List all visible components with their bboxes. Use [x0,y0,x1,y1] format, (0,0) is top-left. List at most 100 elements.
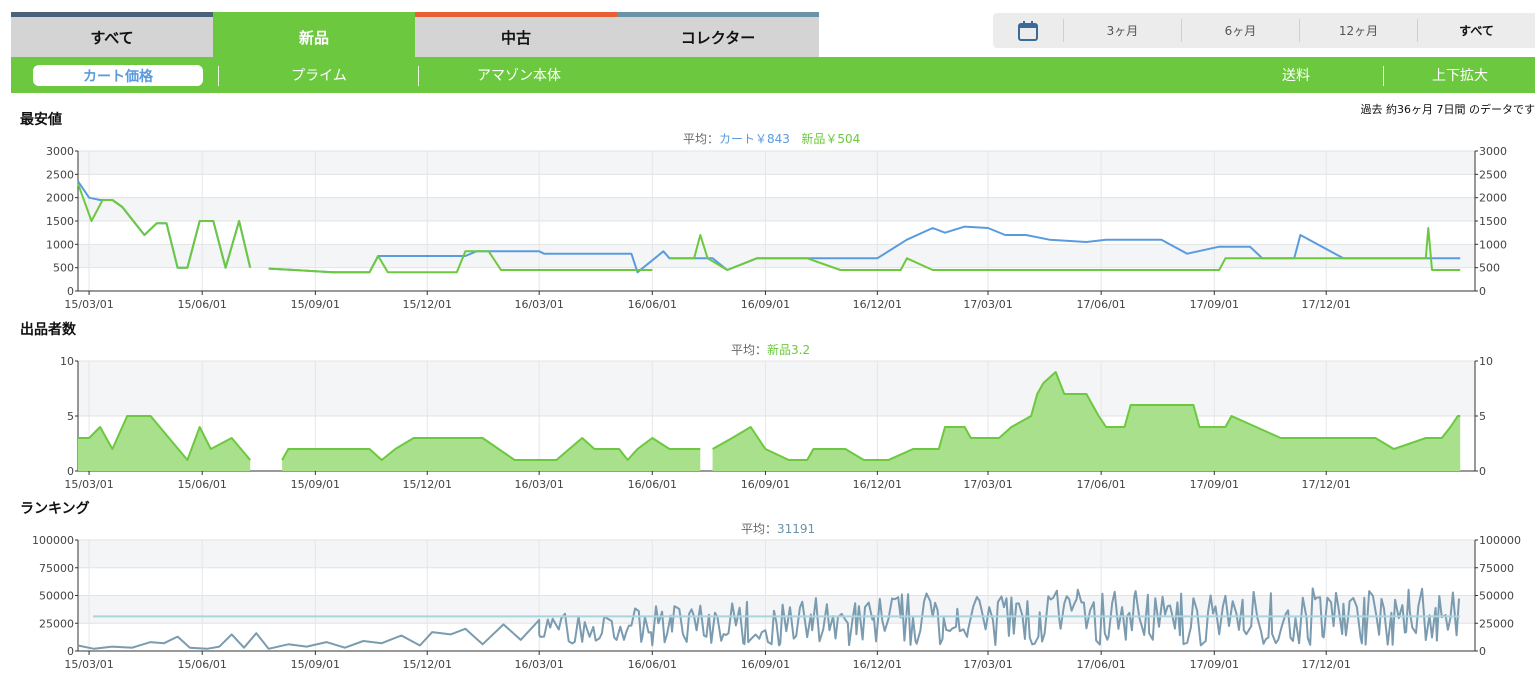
y-tick-label-left: 2500 [46,168,74,181]
y-tick-label-left: 0 [67,285,74,298]
range-6-months[interactable]: 6ヶ月 [1181,19,1299,42]
tab-collector-bar [617,12,819,17]
y-tick-label-left: 3000 [46,145,74,158]
series-line-カート [77,180,252,269]
series-line-新品 [669,227,1461,271]
zoom-toggle[interactable]: 上下拡大 [1432,68,1488,84]
avg-prefix: 平均： [683,132,720,146]
price-chart: 0 0 500 500 1000 1000 1500 1500 2000 2000 2500 2500… [46,145,1507,311]
x-tick-label: 15/09/01 [291,658,340,671]
x-tick-label: 17/09/01 [1190,298,1239,311]
x-tick-label: 17/12/01 [1301,298,1350,311]
tab-used-bar [415,12,617,17]
y-tick-label-left: 50000 [39,590,74,603]
y-tick-label-left: 0 [67,465,74,478]
x-tick-label: 17/06/01 [1076,298,1125,311]
ranking-chart: 0 0 25000 25000 50000 50000 75000 75000 100000 10… [32,534,1521,671]
cart-price-toggle[interactable]: カート価格 [33,65,203,86]
range-3-months[interactable]: 3ヶ月 [1063,19,1181,42]
shipping-toggle[interactable]: 送料 [1282,68,1310,84]
x-tick-label: 16/09/01 [741,298,790,311]
grid-band [78,244,1475,268]
grid-band [78,197,1475,221]
y-tick-label-right: 1500 [1479,215,1507,228]
y-tick-label-left: 100000 [32,534,74,547]
x-tick-label: 15/03/01 [64,478,113,491]
x-tick-label: 16/12/01 [853,298,902,311]
y-tick-label-left: 75000 [39,562,74,575]
series-line-ランキング [77,587,1460,650]
y-tick-label-right: 75000 [1479,562,1514,575]
ranking-average: 平均：31191 [741,520,815,537]
y-tick-label-left: 500 [53,262,74,275]
x-tick-label: 15/09/01 [291,298,340,311]
x-tick-label: 16/06/01 [628,658,677,671]
avg-cart: カート￥843 [719,132,790,146]
x-tick-label: 15/12/01 [403,298,452,311]
calendar-icon[interactable] [993,13,1063,48]
condition-tabs: すべて 新品 中古 コレクター [11,12,819,57]
sellers-average: 平均：新品3.2 [731,341,810,358]
x-tick-label: 16/12/01 [853,658,902,671]
series-area-新品 [78,416,251,471]
y-tick-label-right: 3000 [1479,145,1507,158]
series-line-新品 [77,183,252,269]
grid-band [78,540,1475,568]
x-tick-label: 15/12/01 [403,658,452,671]
y-tick-label-left: 10 [60,355,74,368]
range-all[interactable]: すべて [1417,19,1535,42]
tab-new[interactable]: 新品 [213,12,415,57]
prime-toggle[interactable]: プライム [291,68,347,84]
x-tick-label: 15/12/01 [403,478,452,491]
series-line-新品 [268,250,653,274]
y-tick-label-right: 0 [1479,465,1486,478]
x-tick-label: 15/03/01 [64,298,113,311]
x-tick-label: 17/12/01 [1301,478,1350,491]
avg-new: 新品￥504 [801,132,861,146]
y-tick-label-left: 25000 [39,617,74,630]
x-tick-label: 17/06/01 [1076,658,1125,671]
tab-all[interactable]: すべて [11,12,213,57]
x-tick-label: 16/03/01 [514,658,563,671]
x-tick-label: 17/09/01 [1190,658,1239,671]
divider [1383,66,1384,86]
y-tick-label-left: 1500 [46,215,74,228]
y-tick-label-right: 0 [1479,645,1486,658]
x-tick-label: 15/09/01 [291,478,340,491]
x-tick-label: 15/03/01 [64,658,113,671]
x-tick-label: 16/09/01 [741,478,790,491]
x-tick-label: 16/09/01 [741,658,790,671]
y-tick-label-right: 0 [1479,285,1486,298]
x-tick-label: 16/03/01 [514,478,563,491]
y-tick-label-right: 50000 [1479,590,1514,603]
series-toggle-bar: カート価格 プライム アマゾン本体 送料 上下拡大 [11,57,1535,93]
series-area-新品 [282,438,701,471]
series-line-新品 [78,415,251,461]
tab-collector-label: コレクター [680,29,756,47]
range-selector: 3ヶ月 6ヶ月 12ヶ月 すべて [993,13,1535,48]
range-12-months[interactable]: 12ヶ月 [1299,19,1417,42]
grid-band [78,595,1475,624]
divider [218,66,219,86]
x-tick-label: 16/06/01 [628,298,677,311]
tab-used[interactable]: 中古 [415,12,617,57]
series-line-新品 [281,437,701,461]
x-tick-label: 17/03/01 [963,658,1012,671]
avg-prefix: 平均： [731,343,768,357]
x-tick-label: 17/09/01 [1190,478,1239,491]
y-tick-label-right: 25000 [1479,617,1514,630]
x-tick-label: 15/06/01 [178,478,227,491]
y-tick-label-right: 1000 [1479,238,1507,251]
x-tick-label: 17/12/01 [1301,658,1350,671]
tab-collector[interactable]: コレクター [617,12,819,57]
y-tick-label-left: 2000 [46,192,74,205]
x-tick-label: 15/06/01 [178,298,227,311]
series-line-新品 [712,371,1461,461]
tab-all-label: すべて [90,29,134,47]
series-area-新品 [712,372,1461,471]
y-tick-label-left: 5 [67,410,74,423]
amazon-toggle[interactable]: アマゾン本体 [477,68,561,84]
avg-rank: 31191 [777,522,816,536]
y-tick-label-right: 10 [1479,355,1493,368]
